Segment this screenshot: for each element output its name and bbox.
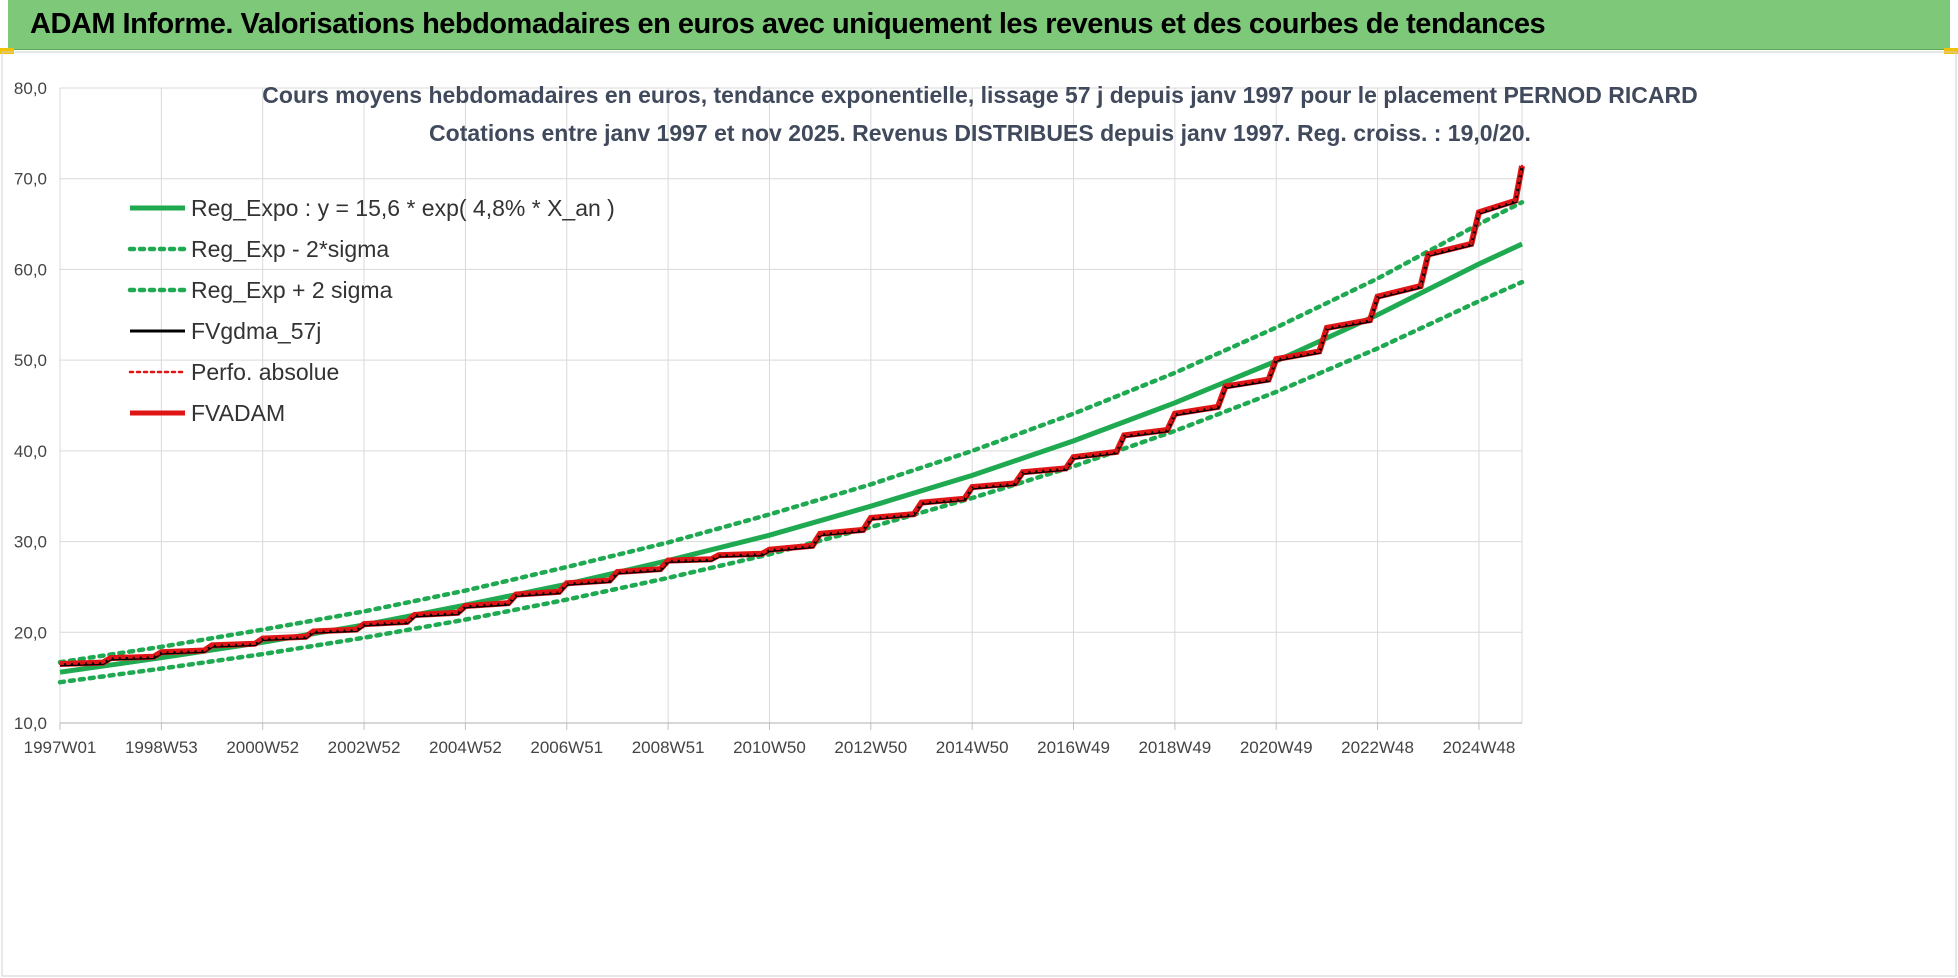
y-tick-label: 10,0 (14, 714, 47, 733)
legend-label: FVADAM (191, 400, 285, 426)
corner-mark-right (1944, 48, 1958, 54)
grid-lines (59, 87, 1523, 724)
x-tick-label: 2024W48 (1443, 738, 1516, 757)
y-tick-label: 40,0 (14, 442, 47, 461)
chart-border (1, 51, 1957, 977)
series-line-0 (59, 241, 1524, 675)
x-tick-label: 2014W50 (936, 738, 1009, 757)
chart-title-line-2: Cotations entre janv 1997 et nov 2025. R… (429, 120, 1531, 146)
legend-label: Reg_Exp + 2 sigma (191, 277, 393, 303)
x-tick-label: 2000W52 (226, 738, 299, 757)
legend-label: Perfo. absolue (191, 359, 339, 385)
y-tick-label: 60,0 (14, 260, 47, 279)
legend: Reg_Expo : y = 15,6 * exp( 4,8% * X_an )… (127, 195, 615, 426)
series-lines (57, 164, 1525, 685)
x-tick-label: 2010W50 (733, 738, 806, 757)
y-tick-label: 20,0 (14, 623, 47, 642)
x-tick-label: 2018W49 (1138, 738, 1211, 757)
series-line-1 (57, 279, 1525, 685)
y-tick-label: 70,0 (14, 170, 47, 189)
x-tick-label: 1997W01 (24, 738, 97, 757)
series-line-2 (57, 200, 1525, 665)
y-axis: 10,0 20,0 30,0 40,0 50,0 60,0 70,0 80,0 (14, 79, 47, 733)
legend-label: FVgdma_57j (191, 318, 321, 344)
x-tick-label: 2002W52 (328, 738, 401, 757)
x-tick-label: 2006W51 (530, 738, 603, 757)
banner-title: ADAM Informe. Valorisations hebdomadaire… (30, 8, 1546, 40)
x-tick-label: 2004W52 (429, 738, 502, 757)
y-tick-label: 50,0 (14, 351, 47, 370)
x-tick-label: 2020W49 (1240, 738, 1313, 757)
chart-title-line-1: Cours moyens hebdomadaires en euros, ten… (262, 82, 1697, 108)
header-banner: ADAM Informe. Valorisations hebdomadaire… (8, 0, 1950, 50)
x-tick-label: 2022W48 (1341, 738, 1414, 757)
x-tick-label: 2008W51 (632, 738, 705, 757)
legend-label: Reg_Expo : y = 15,6 * exp( 4,8% * X_an ) (191, 195, 615, 221)
corner-mark-left (0, 48, 14, 54)
x-tick-label: 2016W49 (1037, 738, 1110, 757)
y-tick-label: 30,0 (14, 533, 47, 552)
series-line-4 (58, 164, 1524, 666)
x-tick-label: 2012W50 (834, 738, 907, 757)
chart-title: Cours moyens hebdomadaires en euros, ten… (262, 82, 1697, 146)
x-tick-label: 1998W53 (125, 738, 198, 757)
x-axis: 1997W01 1998W53 2000W52 2002W52 2004W52 2006W… (24, 722, 1522, 757)
legend-label: Reg_Exp - 2*sigma (191, 236, 389, 262)
y-tick-label: 80,0 (14, 79, 47, 98)
